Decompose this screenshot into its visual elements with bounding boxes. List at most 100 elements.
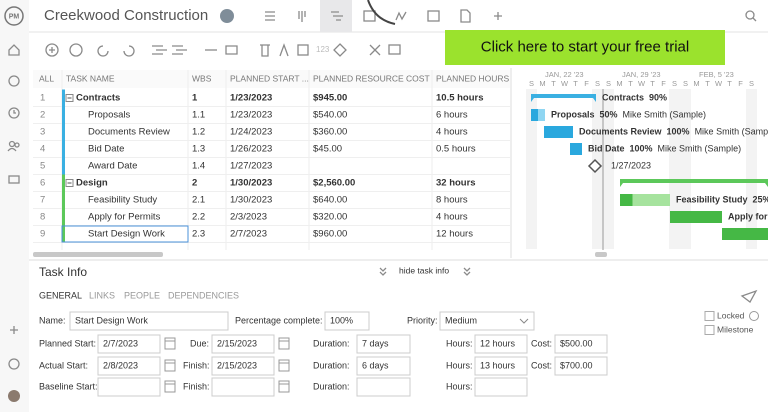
info-icon <box>749 311 759 321</box>
free-trial-button[interactable] <box>445 30 725 65</box>
grid-scrollbar[interactable] <box>33 252 163 257</box>
weekend-shade <box>603 89 614 249</box>
gantt-label: Bid Date <box>588 143 625 153</box>
field-input[interactable] <box>554 334 608 354</box>
grid-cell: 1/27/2023 <box>230 161 272 172</box>
grid-cell: $2,560.00 <box>313 178 355 189</box>
grid-cell: Proposals <box>88 110 130 121</box>
gantt-scrollbar[interactable] <box>595 252 607 257</box>
calendar-icon[interactable] <box>278 380 290 393</box>
day-label: F <box>738 79 743 88</box>
calendar-icon[interactable] <box>164 359 176 372</box>
calendar-icon[interactable] <box>278 359 290 372</box>
gantt-label: Contracts <box>602 92 644 102</box>
info-tab[interactable]: LINKS <box>89 290 115 300</box>
collapse-chevron[interactable] <box>379 267 387 276</box>
logo[interactable] <box>4 6 24 26</box>
hide-task-info[interactable]: hide task info <box>399 265 449 275</box>
field-input[interactable] <box>474 356 528 376</box>
field-input[interactable] <box>474 377 528 397</box>
collapse-chevron[interactable] <box>463 267 471 276</box>
grid-cell: $320.00 <box>313 212 347 223</box>
grid-cell: $540.00 <box>313 110 347 121</box>
row-number: 7 <box>40 195 45 206</box>
gantt-date: 1/27/2023 <box>611 160 651 170</box>
column-header[interactable]: ALL <box>39 73 54 83</box>
field-input[interactable] <box>211 356 275 376</box>
field-value: 12 hours <box>480 338 516 348</box>
task-info: GENERAL LINKS PEOPLE DEPENDENCIES Name: Start… <box>39 290 759 397</box>
gantt-percent: 50% <box>600 109 618 119</box>
toolbar-icons[interactable] <box>45 43 401 57</box>
field-input[interactable] <box>324 311 370 331</box>
week-label: FEB, 5 '23 <box>699 70 734 79</box>
info-tab[interactable]: PEOPLE <box>124 290 160 300</box>
project-title: Creekwood Construction <box>44 7 208 24</box>
info-tab[interactable]: DEPENDENCIES <box>168 290 239 300</box>
view-icons[interactable] <box>265 0 757 25</box>
grid-cell: 2.2 <box>192 212 205 223</box>
day-label: M <box>539 79 545 88</box>
field-label: Duration: <box>313 338 350 348</box>
field-input[interactable] <box>439 311 535 331</box>
field-input[interactable] <box>97 377 161 397</box>
calendar-icon[interactable] <box>278 337 290 350</box>
gantt-percent: 90% <box>649 92 667 102</box>
field-input[interactable] <box>211 377 275 397</box>
checkbox[interactable] <box>704 325 715 335</box>
field-label: Hours: <box>446 338 473 348</box>
grid-cell: 12 hours <box>436 229 473 240</box>
task-bar[interactable] <box>570 143 582 155</box>
field-label: Hours: <box>446 381 473 391</box>
task-bar[interactable] <box>544 126 573 138</box>
grid-cell: 1/23/2023 <box>230 93 272 104</box>
grid-cell: $960.00 <box>313 229 347 240</box>
field-input[interactable] <box>97 334 161 354</box>
field-value: $700.00 <box>560 360 593 370</box>
week-label: JAN, 22 '23 <box>545 70 584 79</box>
column-header[interactable]: TASK NAME <box>66 73 115 83</box>
field-input[interactable] <box>211 334 275 354</box>
column-header[interactable]: PLANNED START ... <box>230 73 309 83</box>
sidebar-icons[interactable] <box>7 44 20 370</box>
free-trial-text[interactable]: Click here to start your free trial <box>481 38 689 55</box>
project-avatar[interactable] <box>220 9 234 23</box>
grid-cell: Apply for Permits <box>88 212 161 223</box>
field-value: 2/15/2023 <box>217 360 257 370</box>
field-input[interactable] <box>356 377 411 397</box>
milestone[interactable] <box>587 158 603 174</box>
send-icon[interactable] <box>740 289 758 303</box>
task-bar[interactable] <box>722 228 768 240</box>
column-header[interactable]: WBS <box>192 73 212 83</box>
column-header[interactable]: PLANNED HOURS <box>436 73 510 83</box>
calendar-icon[interactable] <box>164 380 176 393</box>
calendar-icon[interactable] <box>164 337 176 350</box>
user-avatar[interactable] <box>8 390 20 402</box>
field-input[interactable] <box>474 334 528 354</box>
grid-cell: 1.2 <box>192 127 205 138</box>
field-input[interactable] <box>554 356 608 376</box>
field-value: Medium <box>445 315 477 325</box>
field-input[interactable] <box>69 311 229 331</box>
field-value: 2/7/2023 <box>103 338 138 348</box>
info-tab[interactable]: GENERAL <box>39 290 82 300</box>
checkbox-label: Locked <box>717 310 745 320</box>
grid-header <box>33 70 510 88</box>
field-label: Actual Start: <box>39 360 88 370</box>
summary-bar[interactable] <box>531 94 596 98</box>
gantt-resource: Mike Smith (Sample) <box>658 143 742 153</box>
grid-cell: 1.1 <box>192 110 205 121</box>
task-bar[interactable] <box>670 211 722 223</box>
day-label: T <box>573 79 578 88</box>
summary-bar[interactable] <box>620 179 768 183</box>
row-number: 2 <box>40 110 45 121</box>
field-value: $500.00 <box>560 338 593 348</box>
column-header[interactable]: PLANNED RESOURCE COST <box>313 73 430 83</box>
group-color <box>62 225 65 243</box>
checkbox[interactable] <box>704 311 715 321</box>
field-input[interactable] <box>97 356 161 376</box>
gantt-resource: Mike Smith (Sample) <box>695 126 768 136</box>
field-input[interactable] <box>356 356 411 376</box>
field-input[interactable] <box>356 334 411 354</box>
